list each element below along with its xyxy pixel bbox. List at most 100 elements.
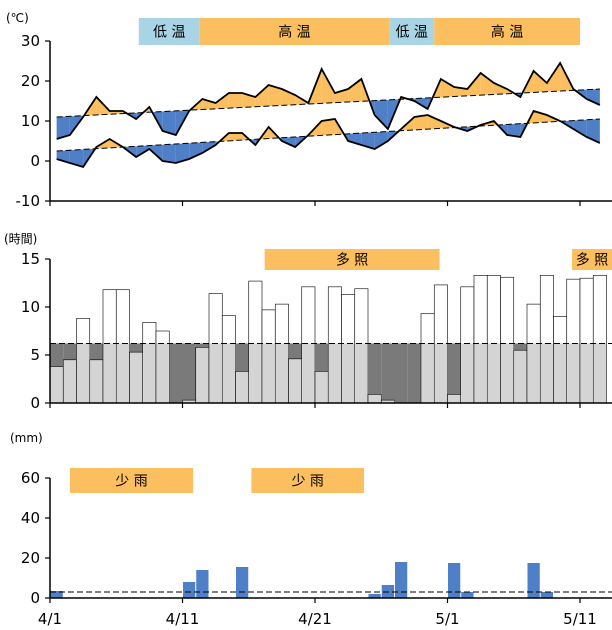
precipitation-unit-label: (mm) bbox=[10, 431, 43, 445]
precipitation-y-tick-label: 40 bbox=[21, 509, 40, 527]
temperature-y-tick-label: 0 bbox=[30, 152, 40, 170]
sunshine-normal-fill bbox=[275, 343, 288, 403]
precipitation-bar bbox=[540, 592, 553, 598]
normal-min-temperature-line bbox=[56, 118, 600, 152]
temperature-max-anomaly-fill bbox=[480, 73, 494, 96]
temperature-min-anomaly-fill bbox=[427, 115, 441, 130]
sunshine-normal-fill bbox=[143, 343, 156, 403]
sunshine-normal-fill bbox=[302, 343, 315, 403]
sunshine-bars bbox=[49, 275, 612, 404]
date-tick-label: 5/11 bbox=[563, 610, 597, 628]
temperature-band-1 bbox=[138, 18, 200, 45]
temperature-min-anomaly-fill bbox=[507, 123, 521, 137]
precipitation-y-tick-label: 60 bbox=[21, 469, 40, 487]
sunshine-normal-fill bbox=[540, 343, 553, 403]
temperature-min-anomaly-fill bbox=[228, 133, 243, 141]
temperature-min-anomaly-fill bbox=[162, 143, 176, 163]
precipitation-panel: (mm) 少 雨 少 雨 60 40 20 0 bbox=[10, 431, 612, 607]
temperature-max-anomaly-fill bbox=[374, 99, 388, 129]
temperature-min-anomaly-fill bbox=[533, 111, 547, 123]
temperature-min-anomaly-fill bbox=[69, 149, 84, 167]
temperature-band-4 bbox=[434, 18, 580, 45]
precipitation-bar bbox=[461, 592, 474, 598]
temperature-lines bbox=[56, 61, 601, 169]
temperature-max-anomaly-fill bbox=[467, 73, 481, 96]
sunshine-bar bbox=[195, 347, 210, 404]
sunshine-deficit-fill bbox=[182, 343, 196, 403]
temperature-max-anomaly-fill bbox=[228, 93, 243, 109]
temperature-unit-label: (℃) bbox=[6, 11, 29, 25]
sunshine-normal-fill bbox=[567, 343, 580, 403]
precipitation-axes: 60 40 20 0 bbox=[21, 469, 612, 607]
min-temperature-line bbox=[56, 109, 601, 169]
temperature-max-anomaly-fill bbox=[546, 63, 561, 92]
temperature-axes: 30 20 10 0 -10 bbox=[16, 32, 612, 210]
sunshine-bar bbox=[513, 349, 528, 404]
precipitation-bar bbox=[527, 563, 540, 598]
sunshine-bar bbox=[314, 371, 329, 404]
temperature-max-anomaly-fill bbox=[202, 99, 216, 110]
sunshine-deficit-fill bbox=[407, 343, 421, 403]
precipitation-y-tick-label: 0 bbox=[30, 589, 40, 607]
sunshine-bar bbox=[447, 394, 462, 404]
precipitation-bar bbox=[395, 562, 408, 598]
temperature-y-tick-label: 30 bbox=[21, 32, 40, 50]
sunshine-normal-fill bbox=[461, 343, 474, 403]
temperature-band-label-4: 高 温 bbox=[491, 24, 523, 41]
precipitation-y-tick-label: 20 bbox=[21, 549, 40, 567]
temperature-min-anomaly-fill bbox=[175, 143, 190, 163]
temperature-max-anomaly-fill bbox=[255, 85, 269, 107]
temperature-min-anomaly-fill bbox=[281, 136, 296, 147]
precipitation-bars bbox=[50, 562, 612, 598]
sunshine-unit-label: (時間) bbox=[4, 232, 37, 246]
sunshine-deficit-fill bbox=[381, 343, 395, 403]
sunshine-bar bbox=[288, 358, 303, 404]
sunshine-band-1 bbox=[264, 249, 440, 270]
temperature-max-anomaly-fill bbox=[440, 79, 455, 98]
sunshine-normal-fill bbox=[116, 343, 129, 403]
sunshine-y-tick-label: 10 bbox=[21, 298, 40, 316]
temperature-y-tick-label: -10 bbox=[16, 192, 41, 210]
normal-max-temperature-line bbox=[56, 88, 600, 118]
temperature-max-anomaly-fill bbox=[281, 89, 296, 106]
sunshine-bar bbox=[367, 394, 382, 404]
temperature-max-anomaly-fill bbox=[321, 69, 335, 104]
temperature-y-tick-label: 10 bbox=[21, 112, 40, 130]
temperature-max-anomaly-fill bbox=[533, 71, 547, 93]
sunshine-band-label-2: 多 照 bbox=[576, 252, 608, 269]
sunshine-axes: 15 10 5 0 bbox=[21, 250, 612, 412]
precipitation-bar bbox=[50, 591, 63, 598]
sunshine-normal-fill bbox=[434, 343, 447, 403]
sunshine-y-tick-label: 0 bbox=[30, 394, 40, 412]
sunshine-normal-fill bbox=[328, 343, 341, 403]
temperature-min-anomaly-fill bbox=[321, 119, 335, 136]
precipitation-bar bbox=[196, 570, 209, 598]
sunshine-normal-fill bbox=[249, 343, 262, 403]
sunshine-normal-fill bbox=[554, 343, 567, 403]
date-tick-label: 4/11 bbox=[166, 610, 200, 628]
date-axis-labels: 4/1 4/11 4/21 5/1 5/11 bbox=[38, 610, 597, 628]
precipitation-bar bbox=[236, 567, 249, 598]
sunshine-normal-fill bbox=[355, 343, 368, 403]
sunshine-deficit-fill bbox=[394, 343, 408, 403]
sunshine-band-label-1: 多 照 bbox=[336, 252, 368, 269]
precipitation-band-label-2: 少 雨 bbox=[291, 474, 323, 490]
precipitation-bar bbox=[368, 594, 381, 598]
precipitation-bar bbox=[183, 582, 196, 598]
temperature-max-anomaly-fill bbox=[215, 93, 229, 109]
sunshine-normal-fill bbox=[421, 343, 434, 403]
temperature-max-anomaly-fill bbox=[348, 79, 362, 102]
temperature-max-anomaly-fill bbox=[586, 89, 600, 105]
sunshine-panel: (時間) 多 照 多 照 15 10 5 0 bbox=[4, 232, 612, 412]
sunshine-band-2 bbox=[572, 249, 612, 270]
temperature-min-anomaly-fill bbox=[374, 131, 388, 149]
temperature-min-anomaly-fill bbox=[361, 132, 375, 149]
temperature-band-label-3: 低 温 bbox=[395, 25, 427, 41]
temperature-max-anomaly-fill bbox=[162, 110, 176, 135]
sunshine-normal-fill bbox=[77, 343, 90, 403]
temperature-anomaly-bands: 低 温高 温低 温高 温 bbox=[138, 18, 580, 45]
sunshine-bar bbox=[129, 351, 144, 404]
sunshine-normal-fill bbox=[222, 343, 235, 403]
sunshine-bar bbox=[89, 359, 104, 404]
temperature-min-anomaly-fill bbox=[189, 142, 203, 159]
